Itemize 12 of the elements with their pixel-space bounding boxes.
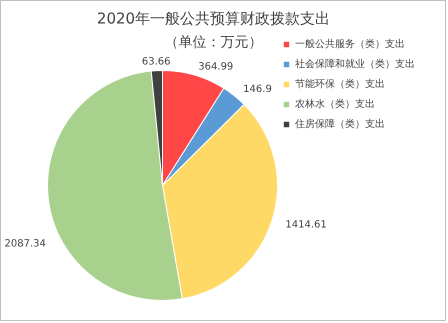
chart-subtitle: （单位：万元） bbox=[164, 34, 262, 50]
data-label: 364.99 bbox=[198, 61, 234, 72]
data-label: 1414.61 bbox=[285, 219, 327, 230]
data-label: 63.66 bbox=[142, 56, 170, 68]
legend-label: 农林水（类）支出 bbox=[295, 98, 375, 111]
data-label: 146.9 bbox=[243, 84, 272, 95]
chart-title: 2020年一般公共预算财政拨款支出 bbox=[96, 10, 330, 28]
legend-label: 一般公共服务（类）支出 bbox=[295, 38, 405, 51]
legend-label: 住房保障（类）支出 bbox=[295, 118, 385, 131]
legend-label: 社会保障和就业（类）支出 bbox=[295, 58, 415, 71]
legend-label: 节能环保（类）支出 bbox=[295, 78, 385, 91]
data-label: 2087.34 bbox=[4, 238, 46, 250]
